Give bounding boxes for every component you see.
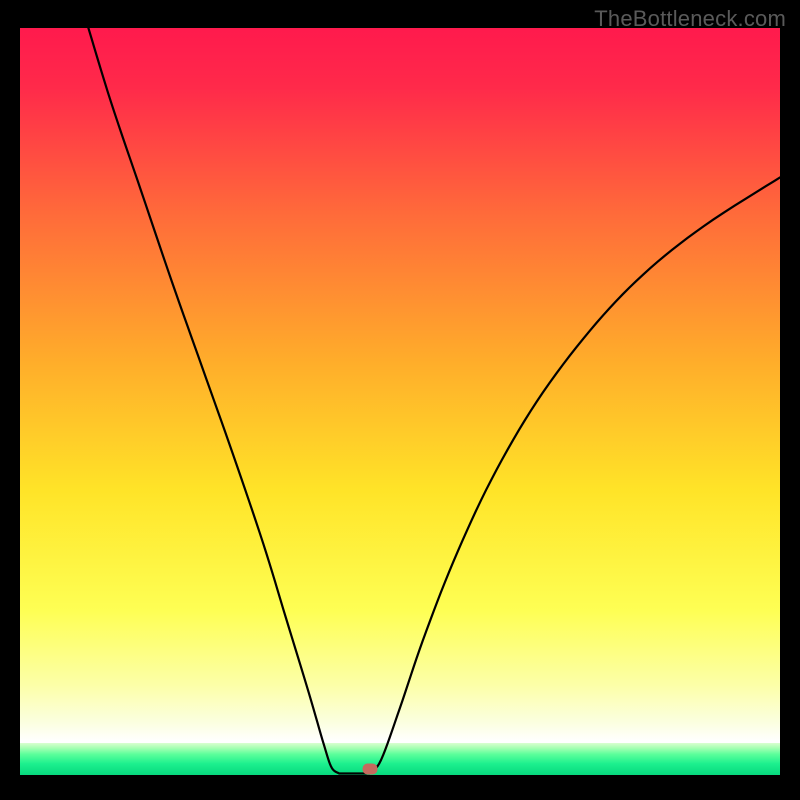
bottleneck-curve — [20, 28, 780, 775]
optimal-point-marker — [362, 764, 377, 775]
chart-frame — [20, 28, 780, 788]
watermark-text: TheBottleneck.com — [594, 6, 786, 32]
